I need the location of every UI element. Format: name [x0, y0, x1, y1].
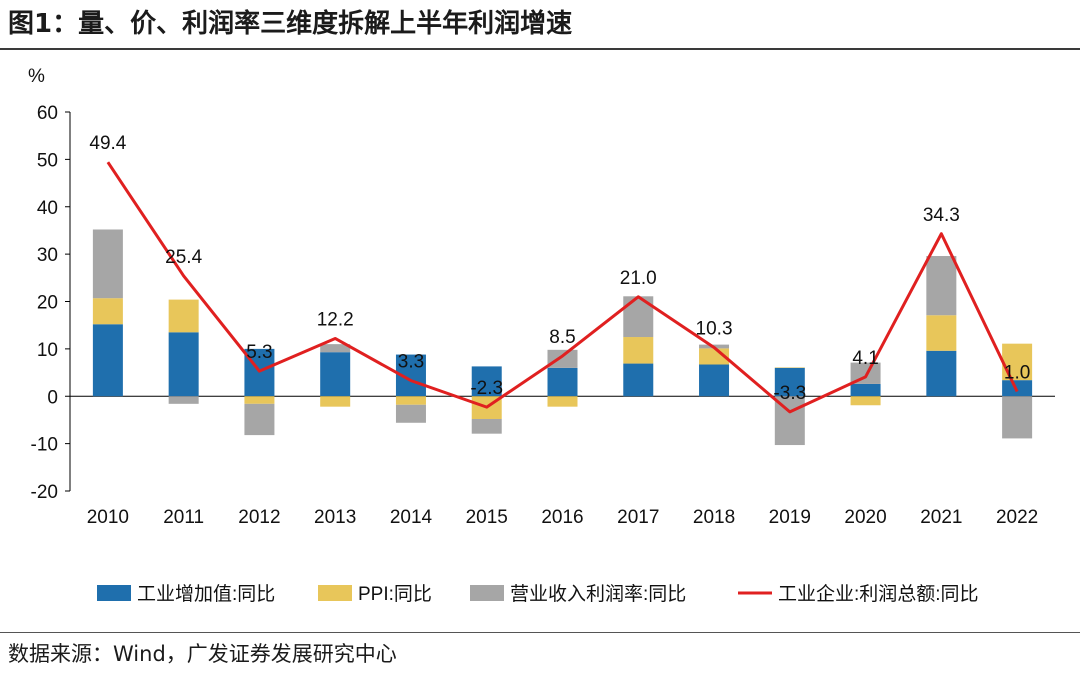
data-label: 8.5: [549, 327, 575, 348]
source-note: 数据来源：Wind，广发证券发展研究中心: [8, 642, 397, 666]
legend-label: 营业收入利润率:同比: [510, 583, 686, 605]
data-label: 34.3: [923, 205, 960, 226]
bar-segment: [926, 350, 957, 397]
y-tick-label: 0: [47, 387, 58, 408]
y-tick-label: 20: [37, 293, 58, 314]
x-tick-label: 2019: [769, 507, 811, 528]
y-tick-label: -20: [31, 482, 58, 503]
bar-segment: [320, 352, 351, 397]
bar-segment: [1002, 396, 1033, 439]
bar-segment: [850, 396, 881, 406]
legend-swatch: [318, 585, 352, 601]
chart: % -20 -10 0 10 20 30 40 50 60 2010 2011 2012 2013 2014…: [28, 66, 1055, 605]
x-tick-label: 2020: [844, 507, 886, 528]
legend-swatch: [470, 585, 504, 601]
x-tick-label: 2017: [617, 507, 659, 528]
legend-label: 工业企业:利润总额:同比: [778, 583, 979, 605]
bar-segment: [623, 337, 654, 364]
bar-segment: [471, 366, 502, 397]
bar-segment: [320, 344, 351, 353]
label-layer: 49.4 25.4 5.3 12.2 3.3 -2.3 8.5 21.0 10.3 -3.3 4.1…: [89, 133, 1030, 404]
legend-swatch: [97, 585, 131, 601]
x-tick-label: 2012: [238, 507, 280, 528]
bar-segment: [244, 403, 275, 436]
data-label: 12.2: [317, 309, 354, 330]
legend-label: PPI:同比: [358, 583, 432, 605]
bar-segment: [395, 404, 426, 423]
bar-segment: [926, 315, 957, 351]
x-tick-label: 2013: [314, 507, 356, 528]
x-tick-label: 2021: [920, 507, 962, 528]
bar-segment: [92, 298, 123, 325]
bar-segment: [92, 229, 123, 299]
title-divider: [0, 48, 1080, 50]
bar-segment: [850, 362, 881, 384]
x-tick-label: 2010: [87, 507, 129, 528]
data-label: 3.3: [398, 352, 424, 373]
bar-segment: [699, 364, 730, 397]
data-label: 49.4: [89, 133, 126, 154]
x-tick-label: 2016: [541, 507, 583, 528]
bar-segment: [320, 396, 351, 407]
bar-segment: [547, 396, 578, 407]
data-label: -3.3: [773, 383, 806, 404]
x-tick-label: 2014: [390, 507, 433, 528]
bar-segment: [244, 396, 275, 404]
bar-segment: [168, 299, 199, 333]
data-label: 25.4: [165, 247, 202, 268]
data-label: 4.1: [852, 348, 878, 369]
y-axis-unit: %: [28, 66, 45, 87]
x-tick-label: 2018: [693, 507, 735, 528]
bar-segment: [471, 418, 502, 434]
bar-segment: [623, 363, 654, 397]
axis-layer: % -20 -10 0 10 20 30 40 50 60 2010 2011 2012 2013 2014…: [28, 66, 1055, 528]
y-tick-label: -10: [31, 435, 58, 456]
y-tick-label: 10: [37, 340, 58, 361]
bar-segment: [168, 396, 199, 404]
legend: 工业增加值:同比 PPI:同比 营业收入利润率:同比 工业企业:利润总额:同比: [97, 583, 979, 605]
bar-segment: [850, 383, 881, 397]
x-tick-label: 2022: [996, 507, 1038, 528]
bar-segment: [926, 256, 957, 316]
y-tick-label: 30: [37, 245, 58, 266]
bar-segment: [168, 332, 199, 397]
source-divider: [0, 632, 1080, 633]
bar-segment: [774, 367, 805, 397]
data-label: 1.0: [1004, 363, 1030, 384]
bar-segment: [547, 367, 578, 397]
legend-label: 工业增加值:同比: [137, 583, 275, 605]
bar-segment: [92, 324, 123, 397]
x-tick-label: 2015: [466, 507, 508, 528]
y-tick-label: 60: [37, 103, 58, 124]
y-tick-label: 40: [37, 198, 58, 219]
y-tick-label: 50: [37, 150, 58, 171]
bar-segment: [547, 349, 578, 368]
x-tick-label: 2011: [163, 507, 204, 528]
bar-layer: [92, 229, 1033, 446]
data-label: 5.3: [246, 342, 272, 363]
bar-segment: [395, 396, 426, 405]
line-layer: [106, 161, 1019, 414]
data-label: 10.3: [696, 318, 733, 339]
page-title: 图1：量、价、利润率三维度拆解上半年利润增速: [8, 9, 573, 39]
data-label: -2.3: [470, 378, 503, 399]
data-label: 21.0: [620, 268, 657, 289]
